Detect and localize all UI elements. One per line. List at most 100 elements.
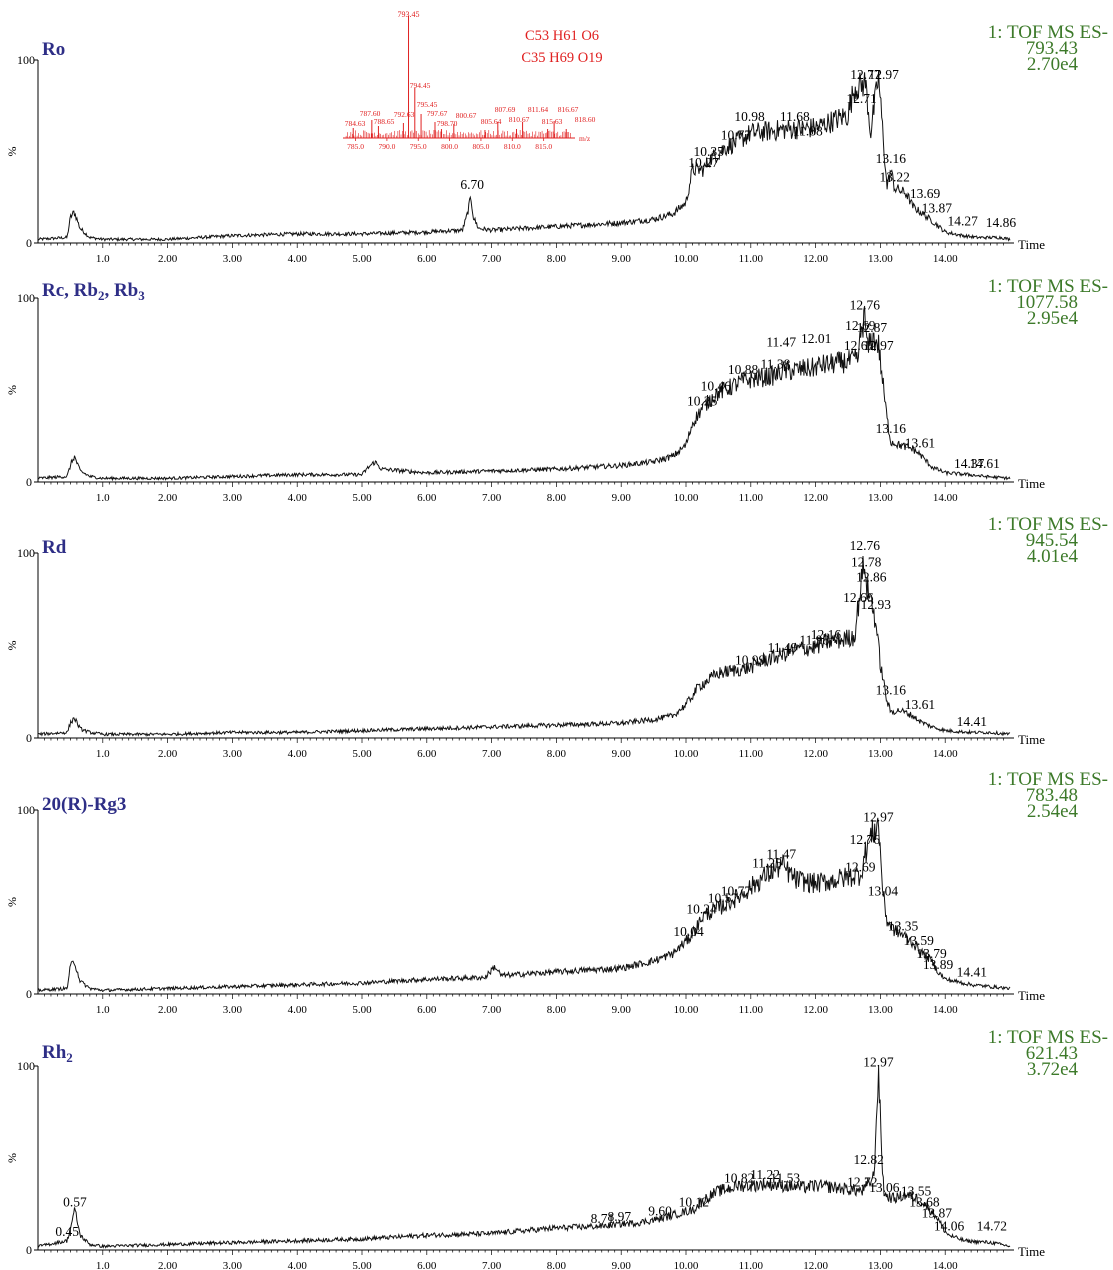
ms-mode: 1: TOF MS ES- xyxy=(988,276,1108,297)
x-tick-label: 8.00 xyxy=(547,748,567,760)
inset-peak-label: 811.64 xyxy=(528,105,549,114)
x-tick-label: 9.00 xyxy=(612,253,632,265)
inset-peak-label: 805.64 xyxy=(481,117,502,126)
inset-peak-label: 810.67 xyxy=(509,115,530,124)
ms-mass: 621.43 xyxy=(1026,1043,1078,1064)
inset-tick-label: 805.0 xyxy=(473,142,490,151)
peak-label: 11.98 xyxy=(799,632,829,647)
x-tick-label: 7.00 xyxy=(482,748,502,760)
peak-label: 12.82 xyxy=(854,1152,884,1167)
ms-mode: 1: TOF MS ES- xyxy=(988,1027,1108,1048)
peak-label: 8.97 xyxy=(607,1209,631,1224)
chart-panel-3: 100 0% 1.0 2.00 3.00 4.00 5.00 6.00 7.00 8.00 9.00… xyxy=(5,514,1108,760)
x-tick-label: 14.00 xyxy=(933,1004,958,1016)
peak-label: 13.89 xyxy=(923,957,954,972)
x-tick-label: 9.00 xyxy=(612,748,632,760)
x-tick-label: 4.00 xyxy=(288,492,308,504)
compound-name: Ro xyxy=(42,39,65,60)
x-tick-label: 2.00 xyxy=(158,253,178,265)
x-tick-label: 2.00 xyxy=(158,1004,178,1016)
y-tick-label-100: 100 xyxy=(17,546,35,560)
ms-intensity: 2.70e4 xyxy=(1027,54,1079,75)
y-tick-label-100: 100 xyxy=(17,291,35,305)
peak-label: 13.87 xyxy=(922,201,953,216)
inset-unit: m/z xyxy=(579,134,591,143)
y-axis-label: % xyxy=(5,147,19,157)
x-tick-label: 14.00 xyxy=(933,253,958,265)
inset-peak-label: 797.67 xyxy=(427,109,448,118)
x-tick-label: 6.00 xyxy=(417,253,437,265)
peak-label: 12.01 xyxy=(801,331,831,346)
x-tick-label: 4.00 xyxy=(288,1004,308,1016)
x-axis-label: Time xyxy=(1018,476,1045,491)
peak-label: 12.76 xyxy=(850,298,881,313)
peak-label: 10.46 xyxy=(701,379,732,394)
peak-label: 8.71 xyxy=(591,1211,615,1226)
peak-label: 13.61 xyxy=(905,697,935,712)
inset-peak-label: 788.65 xyxy=(374,117,395,126)
x-tick-label: 1.0 xyxy=(96,492,110,504)
peak-label: 6.70 xyxy=(460,177,484,192)
peak-label: 13.68 xyxy=(909,1195,940,1210)
x-tick-label: 10.00 xyxy=(674,748,699,760)
peak-label: 13.59 xyxy=(903,933,934,948)
x-tick-label: 10.00 xyxy=(674,1004,699,1016)
x-tick-label: 13.00 xyxy=(868,1260,893,1270)
ms-mass: 945.54 xyxy=(1026,530,1079,551)
peak-label: 10.88 xyxy=(728,362,759,377)
x-tick-label: 12.00 xyxy=(803,1004,828,1016)
chart-panel-1: 100 0% 1.0 2.00 3.00 4.00 5.00 6.00 7.00 8.00 9.00… xyxy=(5,10,1108,265)
y-tick-label-0: 0 xyxy=(26,987,32,1001)
peak-label: 12.69 xyxy=(845,859,876,874)
x-tick-label: 10.00 xyxy=(674,1260,699,1270)
x-tick-label: 9.00 xyxy=(612,1004,632,1016)
peak-label: 12.97 xyxy=(863,1055,894,1070)
peak-label: 10.35 xyxy=(693,144,724,159)
ms-mass: 793.43 xyxy=(1026,38,1078,59)
ms-mode: 1: TOF MS ES- xyxy=(988,769,1108,790)
peak-label: 11.25 xyxy=(752,856,782,871)
y-tick-label-100: 100 xyxy=(17,53,35,67)
peak-label: 12.67 xyxy=(844,338,875,353)
peak-label: 11.68 xyxy=(780,109,810,124)
x-tick-label: 1.0 xyxy=(96,1004,110,1016)
x-tick-label: 7.00 xyxy=(482,492,502,504)
x-tick-label: 11.00 xyxy=(739,253,764,265)
x-tick-label: 1.0 xyxy=(96,1260,110,1270)
peak-label: 11.49 xyxy=(768,640,798,655)
y-axis-label: % xyxy=(5,897,19,907)
x-tick-label: 6.00 xyxy=(417,748,437,760)
peak-label: 10.77 xyxy=(721,883,752,898)
peak-label: 10.57 xyxy=(708,891,739,906)
x-axis-label: Time xyxy=(1018,988,1045,1003)
x-tick-label: 14.00 xyxy=(933,492,958,504)
peak-label: 10.25 xyxy=(687,393,718,408)
ms-mass: 783.48 xyxy=(1026,785,1078,806)
x-tick-label: 11.00 xyxy=(739,492,764,504)
peak-label: 12.72 xyxy=(847,1174,877,1189)
x-tick-label: 2.00 xyxy=(158,1260,178,1270)
ms-info: 1: TOF MS ES-945.544.01e4 xyxy=(988,514,1108,567)
x-tick-label: 8.00 xyxy=(547,492,567,504)
peak-label: 10.99 xyxy=(735,653,766,668)
peak-label: 12.97 xyxy=(863,810,894,825)
peak-label: 0.45 xyxy=(55,1224,79,1239)
inset-peak-label: 795.45 xyxy=(417,100,438,109)
x-tick-label: 14.00 xyxy=(933,748,958,760)
x-tick-label: 13.00 xyxy=(868,748,893,760)
x-tick-label: 8.00 xyxy=(547,1004,567,1016)
x-tick-label: 6.00 xyxy=(417,492,437,504)
inset-base-peak: 793.45 xyxy=(398,10,420,19)
peak-label: 12.97 xyxy=(863,338,894,353)
peak-label: 14.86 xyxy=(986,215,1017,230)
x-tick-label: 4.00 xyxy=(288,748,308,760)
peak-label: 10.82 xyxy=(724,1171,754,1186)
peak-label: 10.98 xyxy=(734,109,765,124)
inset-peak-label: 792.63 xyxy=(394,110,415,119)
peak-label: 12.97 xyxy=(868,67,899,82)
x-tick-label: 8.00 xyxy=(547,1260,567,1270)
peak-label: 12.77 xyxy=(850,67,881,82)
peak-label: 13.69 xyxy=(910,186,941,201)
x-axis-label: Time xyxy=(1018,1244,1045,1259)
x-axis-label: Time xyxy=(1018,732,1045,747)
